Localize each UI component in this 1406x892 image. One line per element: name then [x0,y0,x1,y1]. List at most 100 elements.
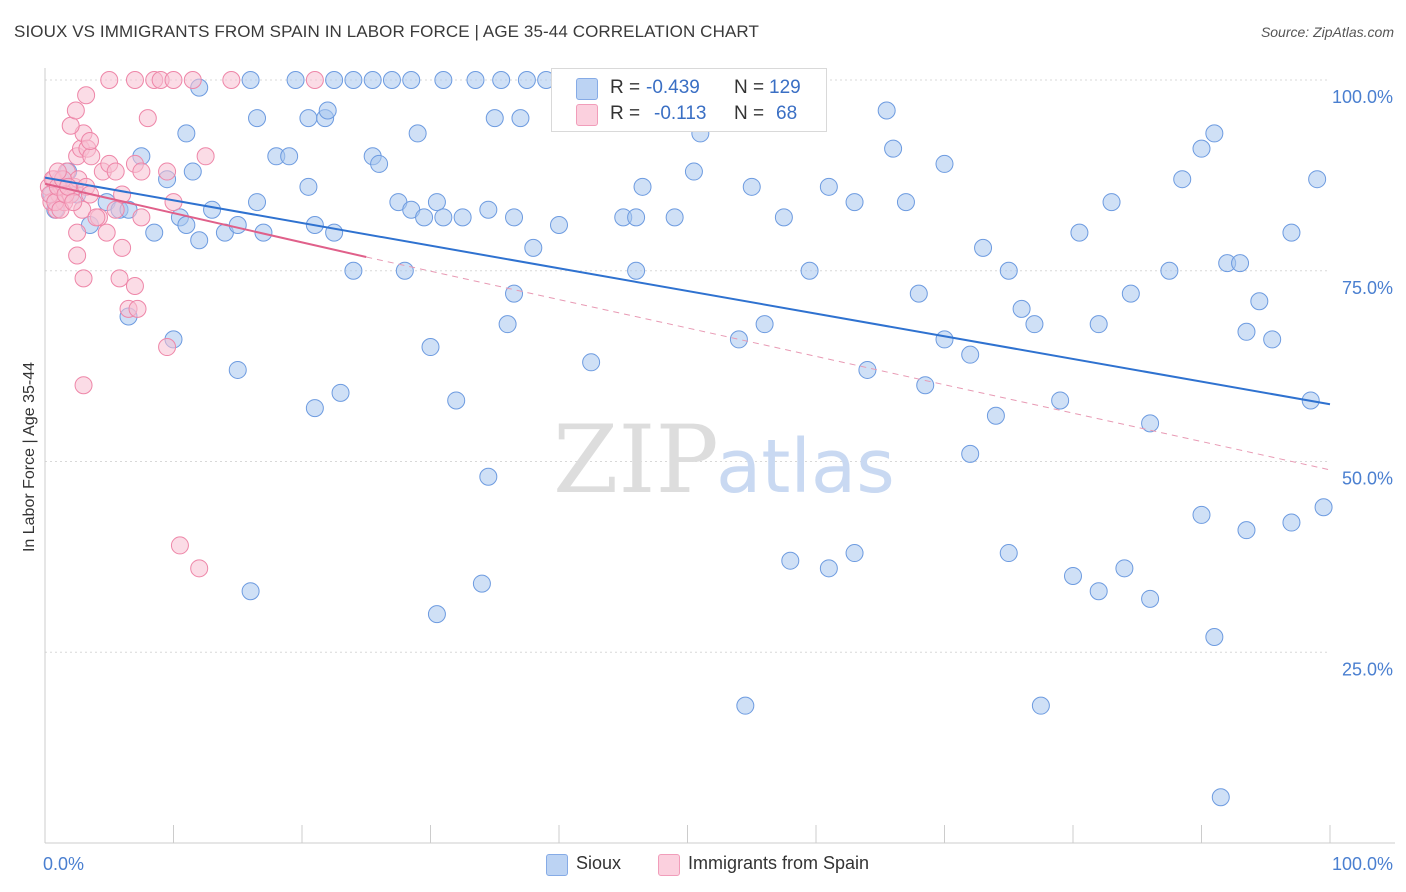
data-point [1160,261,1179,280]
data-point [87,208,106,227]
y-tick-label: 25.0% [1342,659,1393,679]
data-point [177,124,196,143]
data-point [498,315,517,334]
data-point [755,315,774,334]
data-point [183,162,202,181]
data-point [66,101,85,120]
data-point [402,71,421,89]
data-point [132,162,151,181]
data-point [511,109,530,128]
legend-n-value-spain: 68 [776,103,798,124]
data-point [961,345,980,364]
legend-r-label: R = [610,77,641,98]
data-point [1231,254,1250,273]
data-point [1192,139,1211,158]
data-point [800,261,819,280]
data-point [427,193,446,212]
data-point [1141,414,1160,433]
trend-line-1 [44,182,367,258]
data-point [999,261,1018,280]
legend-swatch-sioux [576,78,598,100]
data-point [415,208,434,227]
legend-n-label: N = [734,77,765,98]
data-point [909,284,928,303]
y-tick-label: 50.0% [1342,469,1393,489]
legend-swatch-spain [576,104,598,126]
data-point [61,116,80,135]
legend-r-value-sioux: -0.439 [646,77,700,98]
series-swatch-sioux [546,854,568,876]
series-legend: Sioux Immigrants from Spain [0,852,1406,878]
data-point [986,406,1005,425]
data-point [736,696,755,715]
data-point [447,391,466,410]
data-point [132,208,151,227]
y-tick-label: 100.0% [1332,87,1393,107]
data-point [999,544,1018,563]
data-point [1121,284,1140,303]
data-point [1308,170,1327,189]
chart-title: SIOUX VS IMMIGRANTS FROM SPAIN IN LABOR … [14,22,759,41]
data-point [344,71,363,89]
data-point [280,147,299,166]
data-point [158,162,177,181]
data-point [382,71,401,89]
data-point [742,177,761,196]
data-point [222,71,241,89]
source-label: Source: ZipAtlas.com [1260,24,1394,40]
data-point [896,193,915,212]
data-point [74,269,93,288]
data-point [248,109,267,128]
data-point [110,269,129,288]
series-swatch-spain [658,854,680,876]
series-label-sioux: Sioux [576,853,622,873]
trend-lines [44,176,1331,471]
data-point [170,536,189,555]
data-point [196,147,215,166]
data-point [1089,582,1108,601]
data-point [64,193,83,212]
data-point [935,330,954,349]
data-point [408,124,427,143]
data-point [434,71,453,89]
data-point [1031,696,1050,715]
data-point [106,162,125,181]
data-point [370,154,389,173]
trend-line-0 [44,176,1331,406]
data-point [485,109,504,128]
data-point [125,71,144,89]
data-point [1089,315,1108,334]
data-point [492,71,511,89]
data-point [395,261,414,280]
data-point [1282,223,1301,242]
data-point [1263,330,1282,349]
data-point [325,71,344,89]
data-point [421,338,440,357]
data-point [128,299,147,318]
data-point [453,208,472,227]
data-point [684,162,703,181]
data-point [1205,627,1224,646]
data-point [1282,513,1301,532]
data-point [106,200,125,219]
watermark-zip: ZIP [553,406,719,515]
data-point [858,360,877,379]
data-point [138,109,157,128]
data-point [884,139,903,158]
data-point [363,71,382,89]
data-point [228,360,247,379]
data-point [819,177,838,196]
legend-n-value-sioux: 129 [769,77,801,98]
data-point [781,551,800,570]
data-point [74,376,93,395]
data-point [164,71,183,89]
data-point [517,71,536,89]
data-point [286,71,305,89]
data-point [974,238,993,257]
watermark: ZIP atlas [553,406,895,515]
data-point [299,177,318,196]
data-point [318,101,337,120]
grid-lines [45,79,1330,653]
data-point [228,215,247,234]
